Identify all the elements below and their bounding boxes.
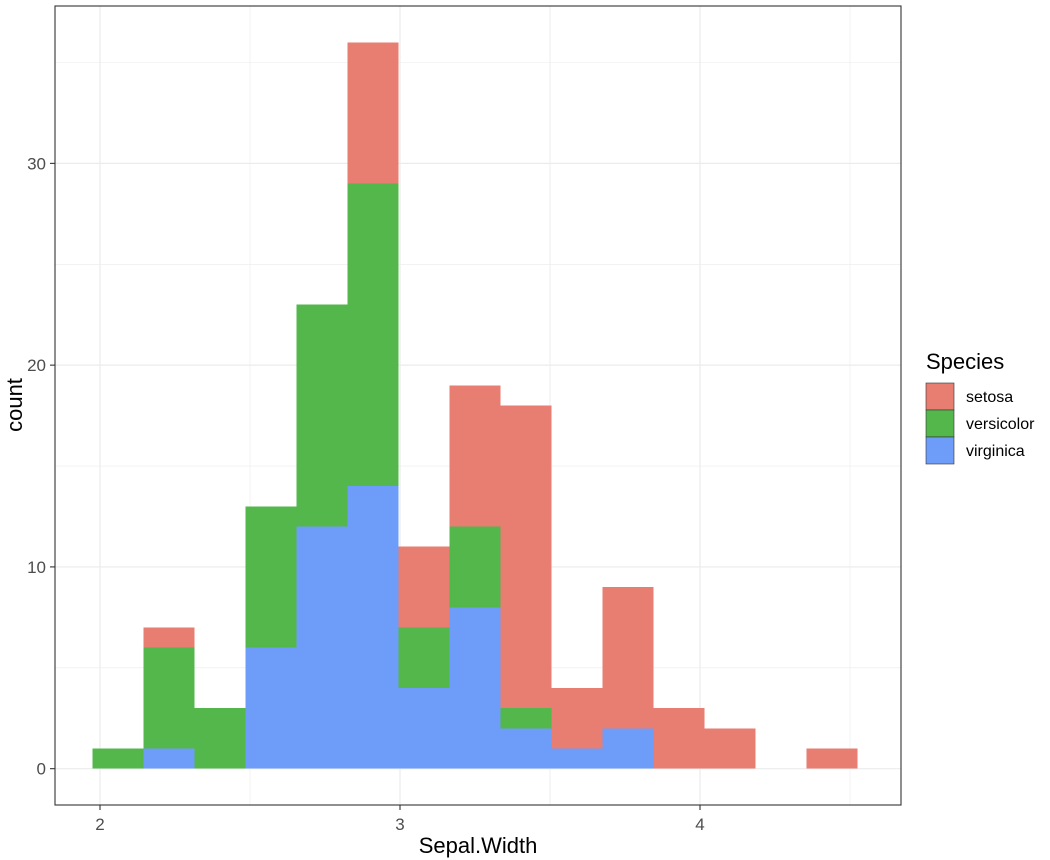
bar-setosa [143, 627, 195, 648]
bar-versicolor [245, 506, 297, 648]
bar-versicolor [500, 708, 552, 729]
legend-key-versicolor [925, 409, 955, 438]
legend-title: Species [926, 349, 1004, 374]
legend: Species setosa versicolor virginica [925, 349, 1035, 465]
x-axis-title: Sepal.Width [419, 833, 538, 858]
bar-versicolor [347, 183, 399, 487]
bar-setosa [500, 405, 552, 709]
bar-virginica [500, 728, 552, 769]
bar-virginica [602, 728, 654, 769]
bar-virginica [449, 607, 501, 769]
bar-setosa [653, 708, 705, 769]
bar-virginica [245, 647, 297, 769]
bar-versicolor [92, 748, 144, 769]
legend-key-virginica [925, 436, 955, 465]
legend-key-setosa [925, 382, 955, 411]
bar-virginica [296, 526, 348, 769]
plot-panel-border [54, 5, 902, 806]
bars [92, 42, 858, 769]
y-tick-label: 20 [27, 356, 46, 375]
legend-label-virginica: virginica [966, 443, 1025, 460]
bar-versicolor [296, 304, 348, 527]
y-tick-label: 0 [37, 760, 46, 779]
bar-setosa [704, 728, 756, 769]
bar-setosa [602, 587, 654, 729]
bar-virginica [398, 687, 450, 769]
bar-virginica [347, 486, 399, 769]
x-tick-label: 4 [695, 815, 704, 834]
bar-setosa [398, 546, 450, 628]
bar-virginica [143, 748, 195, 769]
legend-label-setosa: setosa [966, 389, 1013, 406]
axis-ticks: 2 3 4 0 10 20 30 [27, 154, 705, 834]
x-tick-label: 3 [395, 815, 404, 834]
bar-versicolor [449, 526, 501, 608]
y-tick-label: 10 [27, 558, 46, 577]
legend-label-versicolor: versicolor [966, 416, 1035, 433]
bar-virginica [551, 748, 603, 769]
bar-setosa [806, 748, 858, 769]
bar-setosa [449, 385, 501, 527]
y-axis-title: count [2, 378, 27, 432]
y-tick-label: 30 [27, 154, 46, 173]
bar-setosa [551, 687, 603, 749]
bar-versicolor [398, 627, 450, 688]
x-tick-label: 2 [95, 815, 104, 834]
bar-versicolor [143, 647, 195, 749]
bar-setosa [347, 42, 399, 184]
bar-versicolor [194, 708, 246, 769]
